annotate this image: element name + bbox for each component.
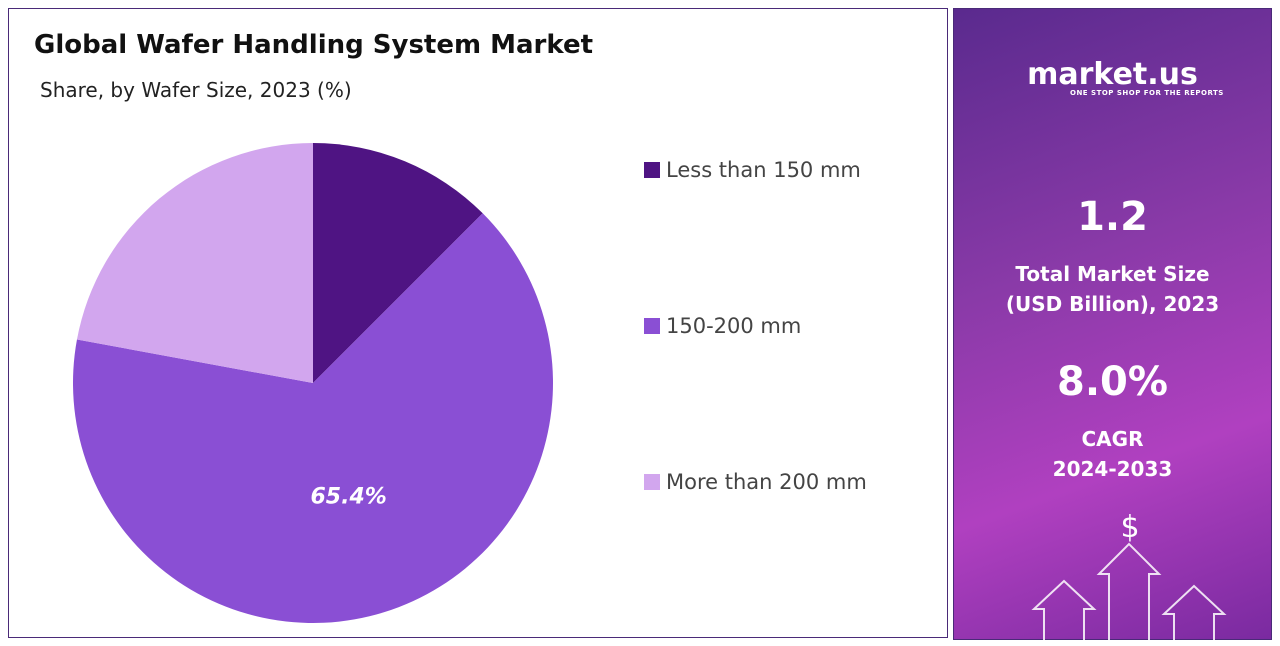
chart-title: Global Wafer Handling System Market xyxy=(34,30,594,60)
chart-subtitle: Share, by Wafer Size, 2023 (%) xyxy=(40,78,352,102)
cagr: 8.0% xyxy=(1057,359,1168,405)
legend-label: 150-200 mm xyxy=(666,314,802,338)
pie-slice xyxy=(76,143,314,383)
legend-item: 150-200 mm xyxy=(644,308,874,344)
market-size: 1.2 xyxy=(1077,194,1148,240)
info-panel: market.us ONE STOP SHOP FOR THE REPORTS … xyxy=(953,8,1272,641)
legend-label: More than 200 mm xyxy=(666,470,867,494)
svg-text:$: $ xyxy=(1120,510,1139,545)
pie-slice xyxy=(72,213,553,623)
legend-item: More than 200 mm xyxy=(644,464,874,500)
legend-item: Less than 150 mm xyxy=(644,152,874,188)
legend-swatch xyxy=(644,318,660,334)
legend-swatch xyxy=(644,162,660,178)
legend-swatch xyxy=(644,474,660,490)
arrows-decoration: $ xyxy=(1031,510,1227,641)
cagr-period: 2024-2033 xyxy=(1052,457,1173,481)
brand: market.us xyxy=(1027,57,1198,92)
cagr-label: CAGR xyxy=(1081,427,1144,451)
legend-label: Less than 150 mm xyxy=(666,158,861,182)
tagline: ONE STOP SHOP FOR THE REPORTS xyxy=(1070,89,1224,97)
pie-chart: 65.4% xyxy=(72,143,553,623)
pie-slice xyxy=(313,143,483,383)
market-size-label: Total Market Size (USD Billion), 2023 xyxy=(1005,262,1220,316)
chart-panel xyxy=(8,8,948,638)
data-label: 65.4% xyxy=(310,485,386,510)
